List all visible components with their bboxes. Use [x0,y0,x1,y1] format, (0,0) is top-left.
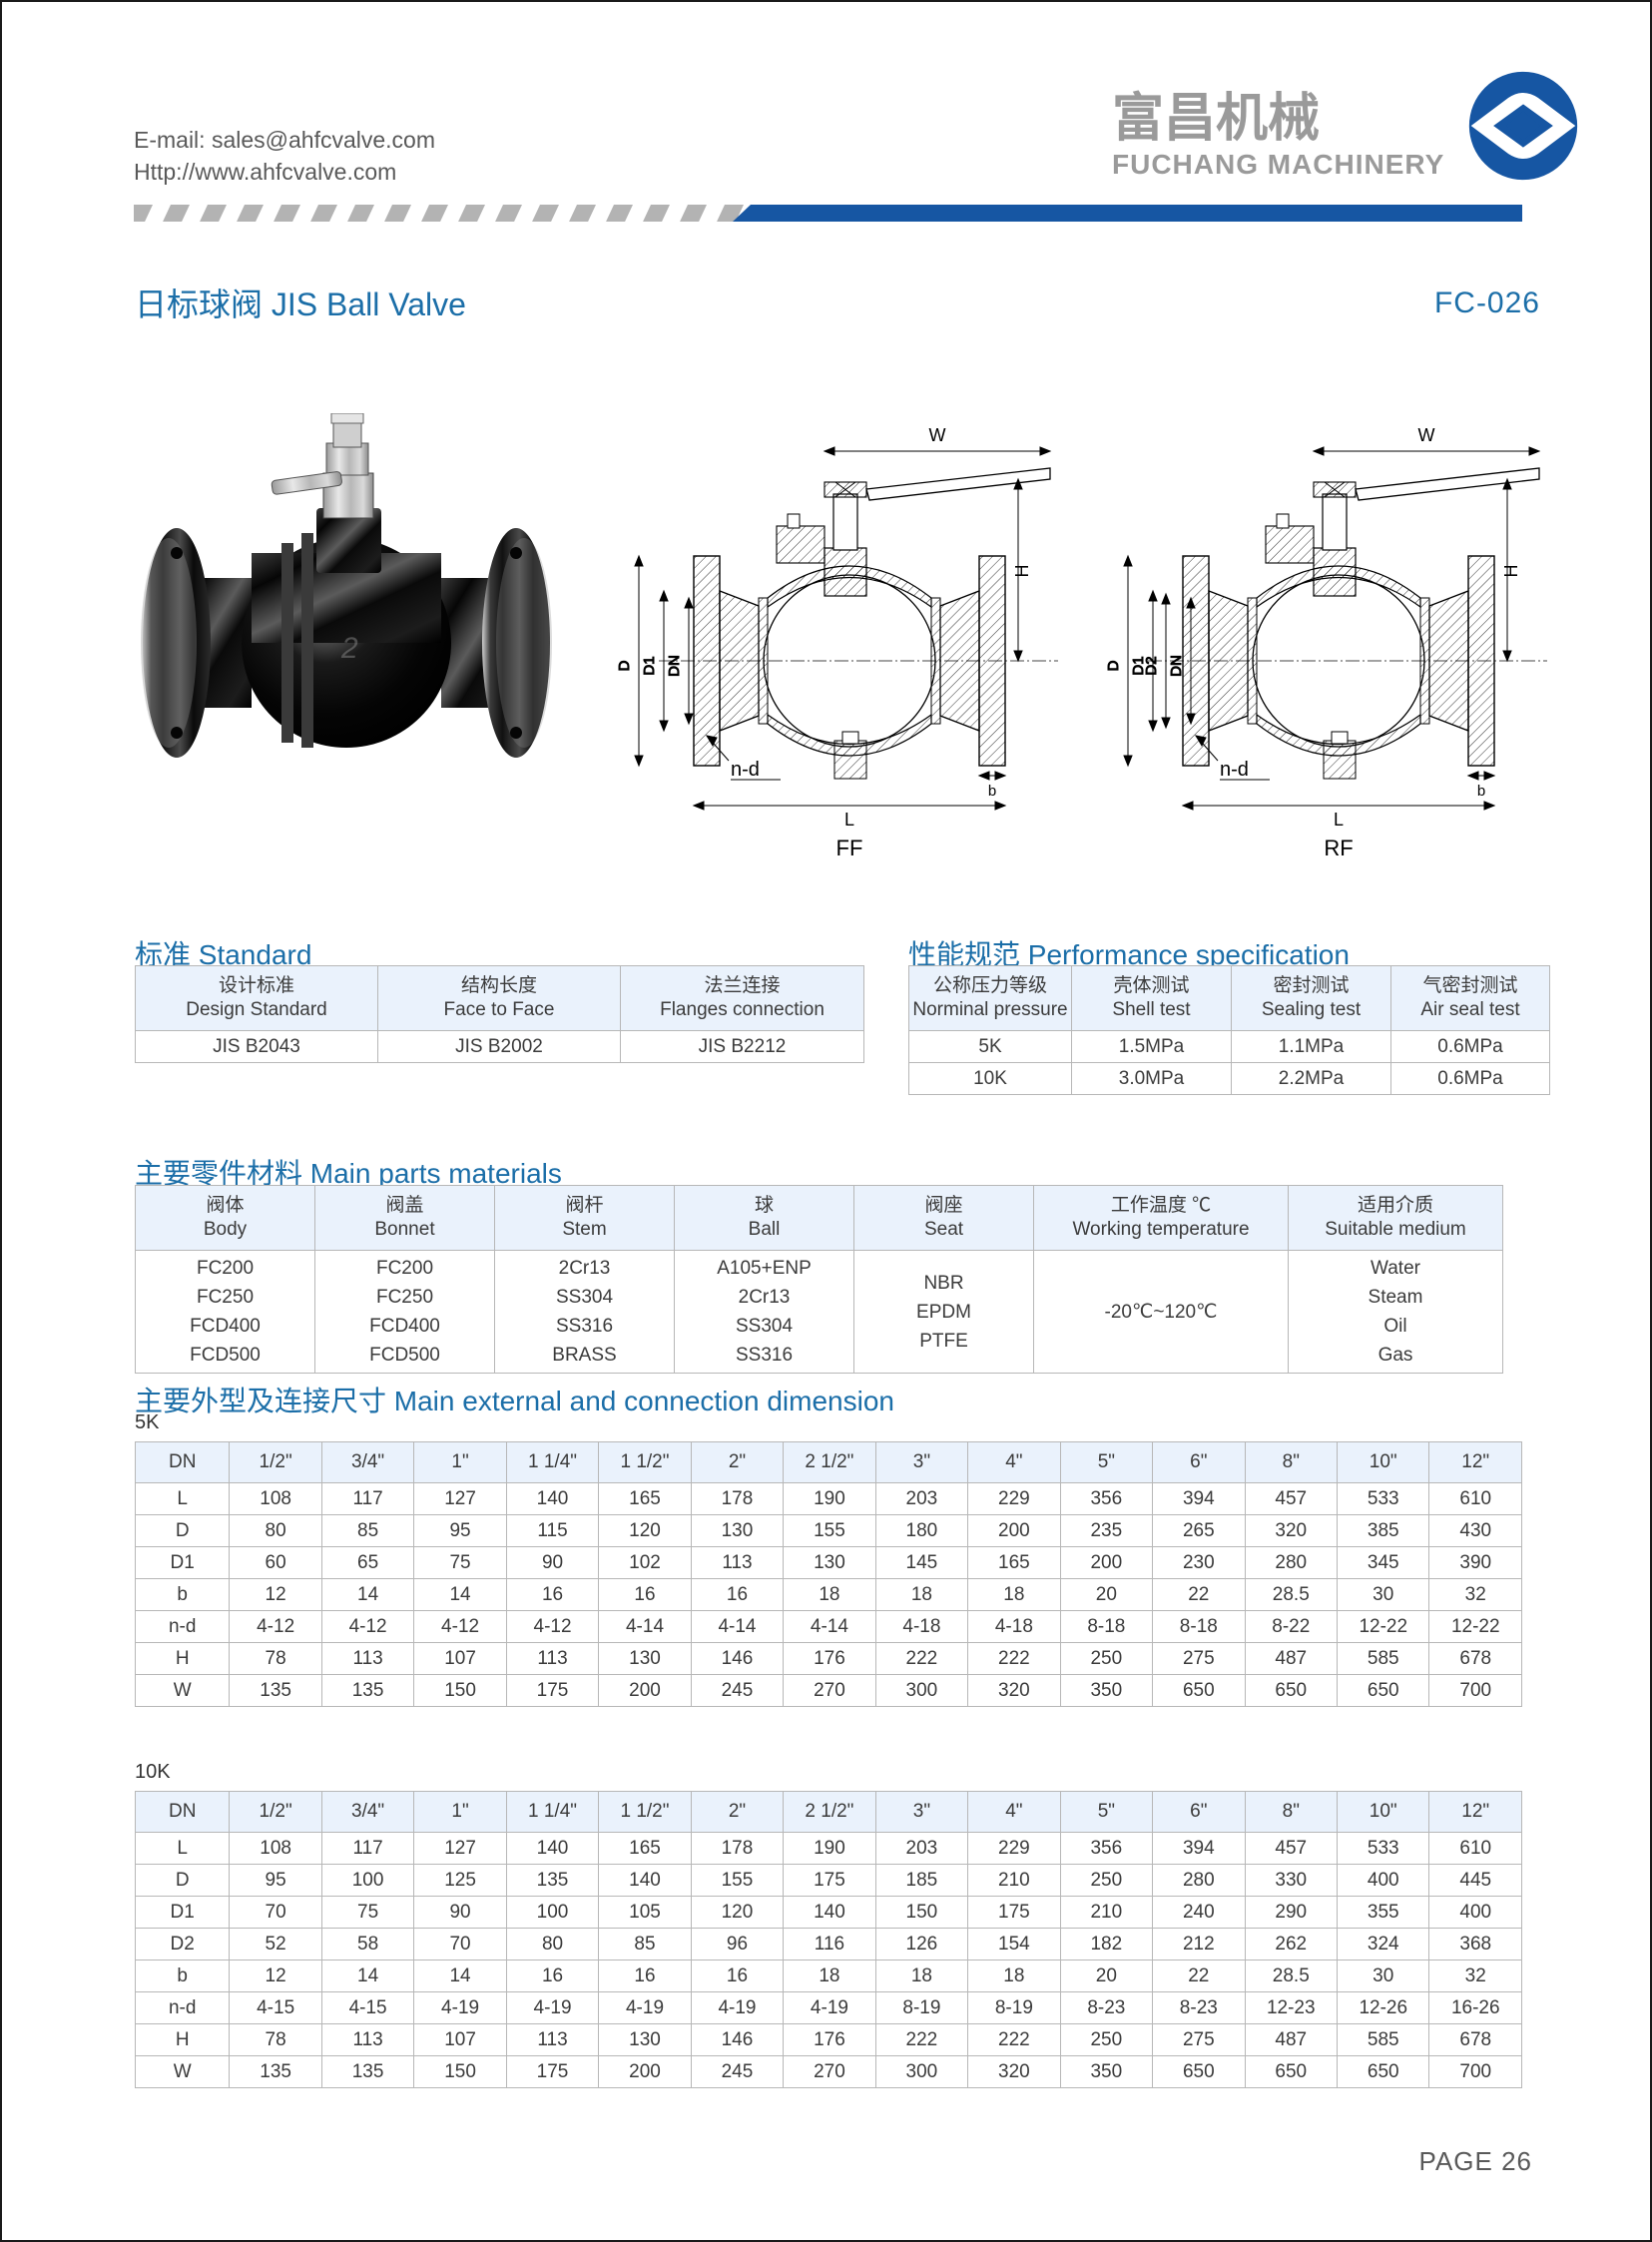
svg-text:DN: DN [1168,655,1185,677]
svg-text:D: D [1105,660,1122,671]
svg-text:b: b [1477,783,1485,800]
svg-text:H: H [1012,565,1032,578]
svg-text:富昌机械: 富昌机械 [1112,90,1320,148]
svg-text:n-d: n-d [731,759,760,781]
svg-text:H: H [1501,565,1521,578]
svg-text:b: b [988,783,996,800]
svg-text:L: L [844,810,854,830]
svg-text:2: 2 [340,632,358,665]
svg-text:L: L [1334,810,1344,830]
svg-text:DN: DN [666,655,683,677]
svg-text:FUCHANG MACHINERY: FUCHANG MACHINERY [1112,149,1444,180]
svg-text:n-d: n-d [1220,759,1249,781]
svg-text:RF: RF [1324,836,1353,860]
svg-text:W: W [929,425,946,445]
svg-text:FF: FF [836,836,863,860]
svg-text:D2: D2 [1143,656,1160,675]
svg-text:W: W [1418,425,1435,445]
svg-text:D: D [616,660,633,671]
svg-text:D1: D1 [641,656,658,675]
